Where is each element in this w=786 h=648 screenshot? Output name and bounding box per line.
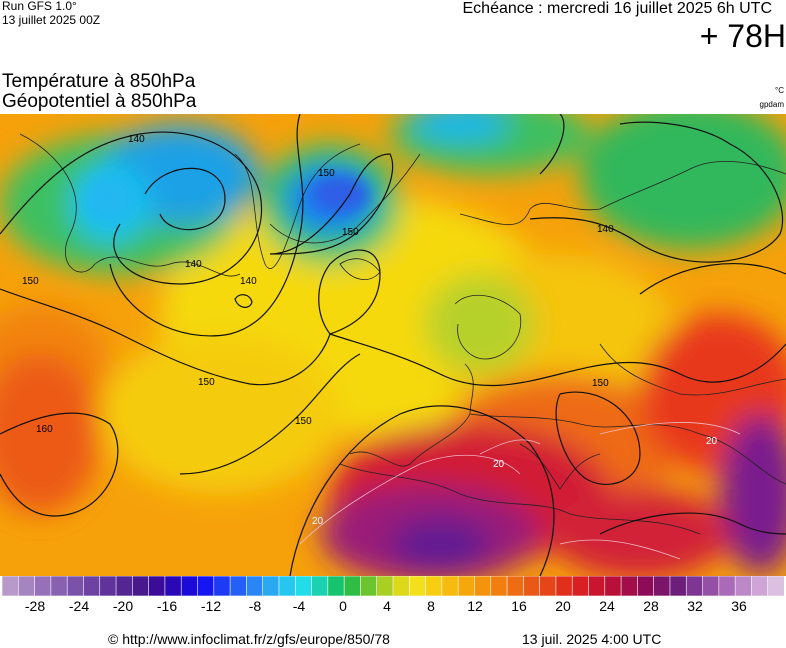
colorbar-swatch [669, 576, 687, 596]
colorbar-swatch [637, 576, 655, 596]
colorbar-swatch [17, 576, 36, 596]
colorbar-swatch [229, 576, 247, 596]
colorbar-swatch [751, 576, 769, 596]
geopotential-contours [0, 114, 786, 576]
run-label: Run GFS 1.0° [2, 0, 77, 13]
contour-labels: 140 140 140 140 150 150 150 150 150 150 … [22, 134, 718, 527]
colorbar-swatch [734, 576, 753, 596]
colorbar-swatch [523, 576, 541, 596]
colorbar-tick-label: 8 [427, 598, 435, 614]
temperature-colorbar [1, 576, 785, 596]
colorbar-swatch [115, 576, 133, 596]
colorbar-swatch [506, 576, 524, 596]
contour-label: 140 [240, 276, 257, 287]
colorbar-tick-label: 20 [555, 598, 571, 614]
colorbar-swatch [278, 576, 296, 596]
contour-label: 150 [592, 378, 609, 389]
colorbar-swatch [718, 576, 736, 596]
colorbar-tick-label: -28 [24, 598, 46, 614]
colorbar-swatch [180, 576, 199, 596]
footer-source-url: © http://www.infoclimat.fr/z/gfs/europe/… [108, 631, 390, 647]
colorbar-swatch [164, 576, 182, 596]
colorbar-swatch [474, 576, 492, 596]
colorbar-swatch [392, 576, 410, 596]
colorbar-tick-label: -20 [112, 598, 134, 614]
colorbar-swatch [539, 576, 557, 596]
contour-label: 150 [295, 416, 312, 427]
colorbar-ticks: -28 -24 -20 -16 -12 -8 -4 0 4 8 12 16 20 24 28 32 36 [0, 598, 786, 618]
forecast-map: 140 140 140 140 150 150 150 150 150 150 … [0, 114, 786, 576]
colorbar-swatch [588, 576, 606, 596]
contour-label: 20 [706, 436, 718, 447]
colorbar-swatch [604, 576, 622, 596]
parameter-geopotential-title: Géopotentiel à 850hPa [2, 91, 197, 112]
colorbar-tick-label: 32 [687, 598, 703, 614]
colorbar-swatch [294, 576, 313, 596]
colorbar-swatch [425, 576, 443, 596]
colorbar-tick-label: -24 [68, 598, 90, 614]
parameter-temperature-title: Température à 850hPa [2, 71, 196, 92]
colorbar-swatch [360, 576, 378, 596]
colorbar-tick-label: 16 [511, 598, 527, 614]
colorbar-tick-label: -8 [248, 598, 262, 614]
colorbar-swatch [99, 576, 117, 596]
contour-label: 140 [128, 134, 145, 145]
colorbar-swatch [702, 576, 720, 596]
coastlines [19, 133, 786, 535]
colorbar-tick-label: -16 [156, 598, 178, 614]
colorbar-swatch [376, 576, 394, 596]
contour-label: 140 [185, 259, 202, 270]
colorbar-swatch [132, 576, 150, 596]
colorbar-swatch [246, 576, 264, 596]
colorbar-tick-label: 0 [339, 598, 347, 614]
isotherm-20 [299, 422, 741, 560]
forecast-valid-time: Echéance : mercredi 16 juillet 2025 6h U… [462, 0, 773, 17]
colorbar-swatch [83, 576, 101, 596]
colorbar-swatch [441, 576, 459, 596]
colorbar-swatch [1, 576, 19, 596]
colorbar-tick-label: 12 [467, 598, 483, 614]
colorbar-swatch [327, 576, 345, 596]
colorbar-swatch [148, 576, 166, 596]
colorbar-swatch [653, 576, 671, 596]
colorbar-swatch [767, 576, 785, 596]
colorbar-swatch [685, 576, 704, 596]
colorbar-swatch [311, 576, 329, 596]
contour-label: 140 [597, 224, 614, 235]
colorbar-tick-label: 4 [383, 598, 391, 614]
colorbar-tick-label: -12 [200, 598, 222, 614]
colorbar-swatch [66, 576, 85, 596]
colorbar-swatch [620, 576, 638, 596]
contour-label: 20 [493, 459, 505, 470]
unit-geopotential: gpdam [759, 100, 784, 109]
run-date: 13 juillet 2025 00Z [2, 13, 101, 27]
colorbar-tick-label: -4 [292, 598, 306, 614]
colorbar-swatch [555, 576, 573, 596]
colorbar-swatch [343, 576, 362, 596]
colorbar-swatch [490, 576, 508, 596]
contour-label: 150 [318, 168, 335, 179]
colorbar-tick-label: 24 [599, 598, 615, 614]
unit-temperature: °C [775, 86, 784, 95]
contour-label: 150 [198, 377, 215, 388]
colorbar-swatch [197, 576, 215, 596]
contour-label: 150 [342, 227, 359, 238]
colorbar-swatch [34, 576, 52, 596]
colorbar-tick-label: 36 [731, 598, 747, 614]
lead-time: + 78H [699, 18, 786, 54]
colorbar-tick-label: 28 [643, 598, 659, 614]
contour-label: 150 [22, 276, 39, 287]
colorbar-swatch [213, 576, 231, 596]
contour-label: 160 [36, 424, 53, 435]
colorbar-swatch [50, 576, 68, 596]
colorbar-swatch [262, 576, 280, 596]
colorbar-swatch [457, 576, 476, 596]
colorbar-swatch [571, 576, 590, 596]
colorbar-swatch [408, 576, 427, 596]
contour-label: 20 [312, 516, 324, 527]
footer-timestamp: 13 juil. 2025 4:00 UTC [522, 631, 662, 647]
